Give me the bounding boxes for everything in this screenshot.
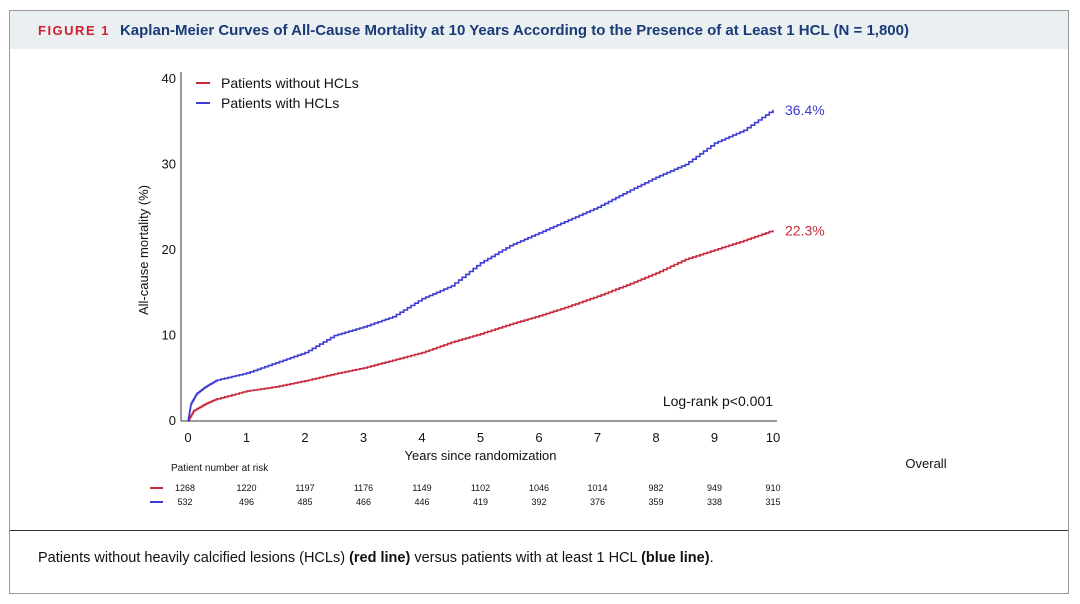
risk-cell: 419	[473, 497, 488, 507]
risk-cell: 446	[414, 497, 429, 507]
caption-blue-line: (blue line)	[641, 550, 710, 566]
figure-frame: FIGURE 1 Kaplan-Meier Curves of All-Caus…	[9, 10, 1069, 594]
legend-label-1: Patients without HCLs	[221, 75, 359, 91]
risk-cell: 338	[707, 497, 722, 507]
x-tick-label: 9	[711, 430, 718, 445]
caption-text-2: versus patients with at least 1 HCL	[410, 550, 642, 566]
risk-table-title: Patient number at risk	[171, 463, 269, 474]
figure-title: Kaplan-Meier Curves of All-Cause Mortali…	[119, 21, 909, 39]
risk-cell: 1149	[412, 483, 431, 493]
series-line-2	[187, 109, 774, 422]
risk-table-overall-label: Overall	[905, 456, 946, 471]
x-tick-label: 8	[652, 430, 659, 445]
x-tick-label: 1	[243, 430, 250, 445]
risk-cell: 1268	[175, 483, 195, 493]
risk-cell: 1014	[587, 483, 607, 493]
x-tick-label: 0	[184, 430, 191, 445]
risk-cell: 315	[765, 497, 780, 507]
caption-text-3: .	[709, 550, 714, 566]
y-tick-label: 20	[162, 242, 176, 257]
log-rank-annotation: Log-rank p<0.001	[663, 393, 773, 409]
x-tick-label: 7	[594, 430, 601, 445]
y-tick-label: 40	[162, 71, 176, 86]
figure-header: FIGURE 1 Kaplan-Meier Curves of All-Caus…	[10, 11, 1068, 49]
x-tick-label: 2	[301, 430, 308, 445]
figure-caption: Patients without heavily calcified lesio…	[38, 550, 714, 566]
risk-cell: 485	[297, 497, 312, 507]
series-end-label-2: 36.4%	[785, 102, 825, 118]
risk-cell: 1102	[471, 483, 490, 493]
y-axis-title: All-cause mortality (%)	[136, 185, 151, 315]
risk-cell: 1197	[295, 483, 314, 493]
caption-divider	[10, 530, 1068, 531]
risk-cell: 982	[648, 483, 663, 493]
x-tick-label: 10	[766, 430, 780, 445]
caption-red-line: (red line)	[349, 550, 411, 566]
risk-cell: 1176	[354, 483, 373, 493]
caption-text-1: Patients without heavily calcified lesio…	[38, 550, 350, 566]
y-tick-label: 10	[162, 328, 176, 343]
series-end-label-1: 22.3%	[785, 222, 825, 238]
x-tick-label: 4	[418, 430, 425, 445]
y-tick-label: 30	[162, 157, 176, 172]
risk-cell: 496	[239, 497, 254, 507]
series-line-1	[187, 230, 774, 422]
y-tick-label: 0	[169, 413, 176, 428]
x-tick-label: 6	[535, 430, 542, 445]
risk-cell: 359	[648, 497, 663, 507]
risk-cell: 1220	[236, 483, 256, 493]
risk-cell: 1046	[529, 483, 549, 493]
risk-cell: 910	[765, 483, 780, 493]
x-axis-title: Years since randomization	[405, 448, 557, 463]
risk-cell: 466	[356, 497, 371, 507]
x-tick-label: 5	[477, 430, 484, 445]
figure-label: FIGURE 1	[38, 22, 110, 38]
risk-cell: 392	[531, 497, 546, 507]
risk-cell: 376	[590, 497, 605, 507]
x-tick-label: 3	[360, 430, 367, 445]
legend-label-2: Patients with HCLs	[221, 95, 339, 111]
risk-cell: 532	[177, 497, 192, 507]
risk-cell: 949	[707, 483, 722, 493]
